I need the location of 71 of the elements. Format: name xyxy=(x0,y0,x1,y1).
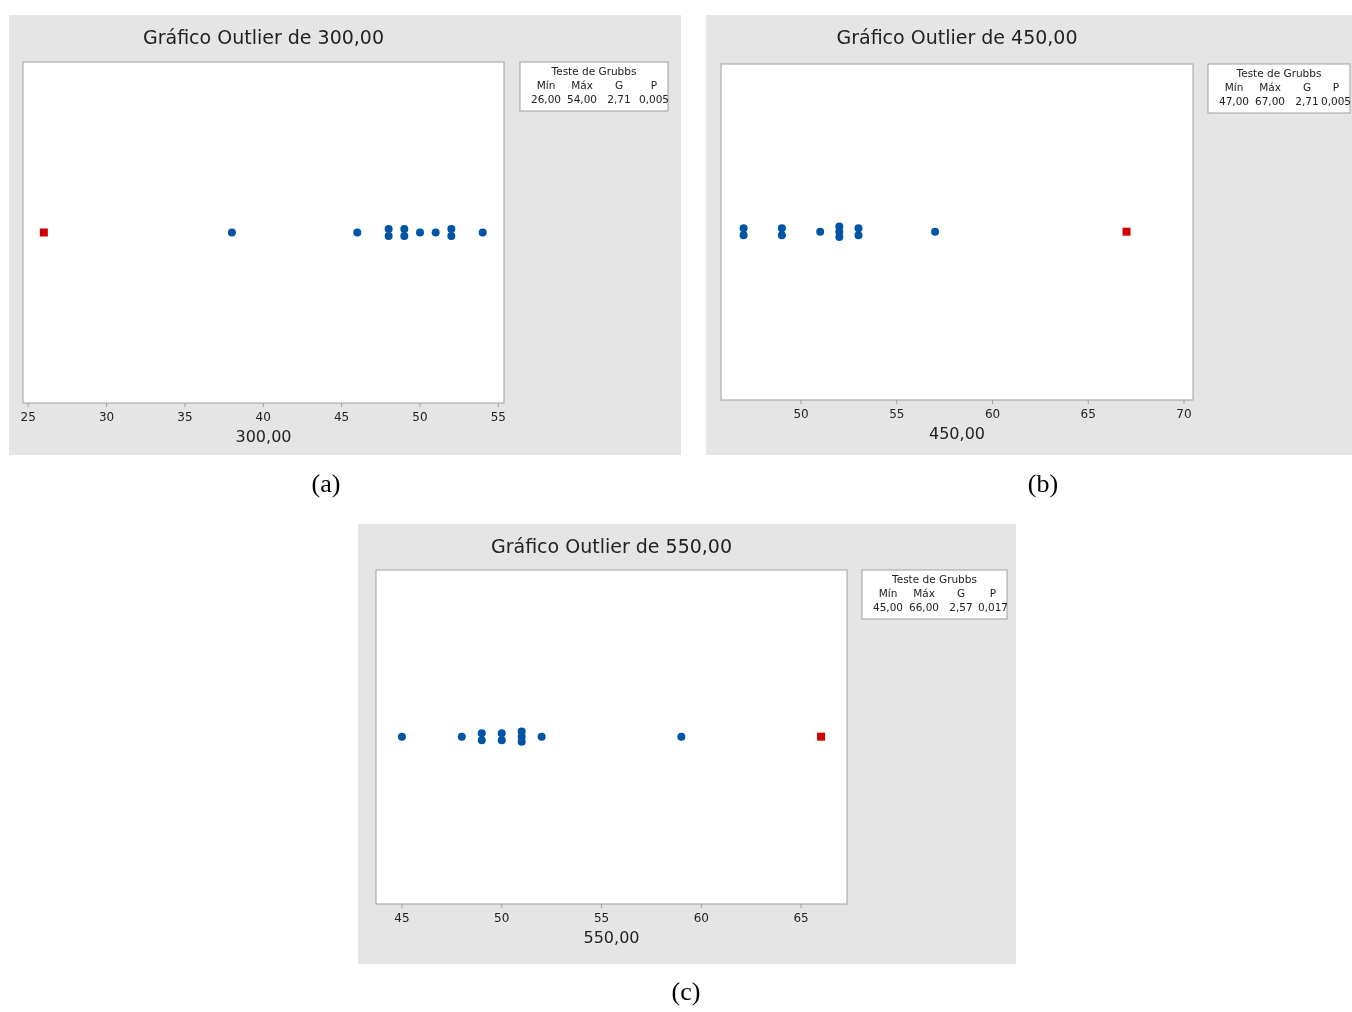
text: 0,017 xyxy=(977,601,1009,613)
text: G xyxy=(614,79,624,91)
x-tick-label: 50 xyxy=(494,911,510,925)
text: P xyxy=(1332,81,1340,93)
text: Mín xyxy=(536,79,556,91)
x-tick-label: 65 xyxy=(793,911,809,925)
point xyxy=(854,231,863,240)
point xyxy=(677,732,686,741)
point xyxy=(497,736,506,745)
x-tick-label: 70 xyxy=(1176,407,1192,421)
x-tick-label: 25 xyxy=(20,410,36,424)
point xyxy=(477,736,486,745)
text: 2,57 xyxy=(949,601,973,613)
point xyxy=(477,729,486,738)
text: G xyxy=(956,587,966,599)
point xyxy=(817,732,826,741)
x-tick-label: 40 xyxy=(255,410,271,424)
point xyxy=(457,732,466,741)
text: (c) xyxy=(671,977,701,1006)
text: Mín xyxy=(878,587,898,599)
point xyxy=(397,732,406,741)
x-axis-title: 450,00 xyxy=(929,424,985,443)
x-tick-label: 50 xyxy=(412,410,428,424)
point xyxy=(739,231,748,240)
x-tick-label: 60 xyxy=(984,407,1001,421)
text: P xyxy=(989,587,997,599)
text: Teste de Grubbs xyxy=(1235,67,1322,79)
text: (b) xyxy=(1027,469,1059,498)
text: Teste de Grubbs xyxy=(550,65,637,77)
chart-title: Gráfico Outlier de 450,00 xyxy=(836,26,1078,48)
text: 0,005 xyxy=(638,93,670,105)
text: 26,00 xyxy=(530,93,562,105)
x-tick-label: 55 xyxy=(593,911,610,925)
point xyxy=(777,224,786,233)
text: G xyxy=(1302,81,1312,93)
x-tick-label: 45 xyxy=(394,911,410,925)
x-tick-label: 65 xyxy=(1080,407,1096,421)
text: P xyxy=(650,79,658,91)
text: 66,00 xyxy=(908,601,940,613)
text: Máx xyxy=(913,587,935,599)
point xyxy=(931,227,940,236)
point xyxy=(497,729,506,738)
x-tick-label: 55 xyxy=(490,410,506,424)
text: 67,00 xyxy=(1254,95,1286,107)
x-tick-label: 60 xyxy=(693,911,709,925)
x-tick-label: 45 xyxy=(333,410,350,424)
text: 2,71 xyxy=(607,93,631,105)
text: 0,005 xyxy=(1320,95,1352,107)
text: Mín xyxy=(1224,81,1244,93)
x-tick-label: 30 xyxy=(98,410,115,424)
text: 2,71 xyxy=(1295,95,1319,107)
point xyxy=(1122,227,1131,236)
text: 45,00 xyxy=(872,601,904,613)
text: 54,00 xyxy=(566,93,598,105)
x-tick-label: 35 xyxy=(177,410,193,424)
text: (a) xyxy=(311,469,341,498)
point xyxy=(777,231,786,240)
x-axis-title: 550,00 xyxy=(583,928,640,947)
text: Teste de Grubbs xyxy=(891,573,977,585)
chart-title: Gráfico Outlier de 550,00 xyxy=(490,535,733,557)
point xyxy=(537,732,546,741)
text: 47,00 xyxy=(1218,95,1250,107)
point xyxy=(854,224,863,233)
point xyxy=(816,227,825,236)
x-axis-title: 300,00 xyxy=(235,427,292,446)
point xyxy=(739,224,748,233)
text: Máx xyxy=(1259,81,1281,93)
x-tick-label: 50 xyxy=(793,407,809,421)
chart-title: Gráfico Outlier de 300,00 xyxy=(142,26,385,48)
text: Máx xyxy=(571,79,593,91)
x-tick-label: 55 xyxy=(889,407,905,421)
